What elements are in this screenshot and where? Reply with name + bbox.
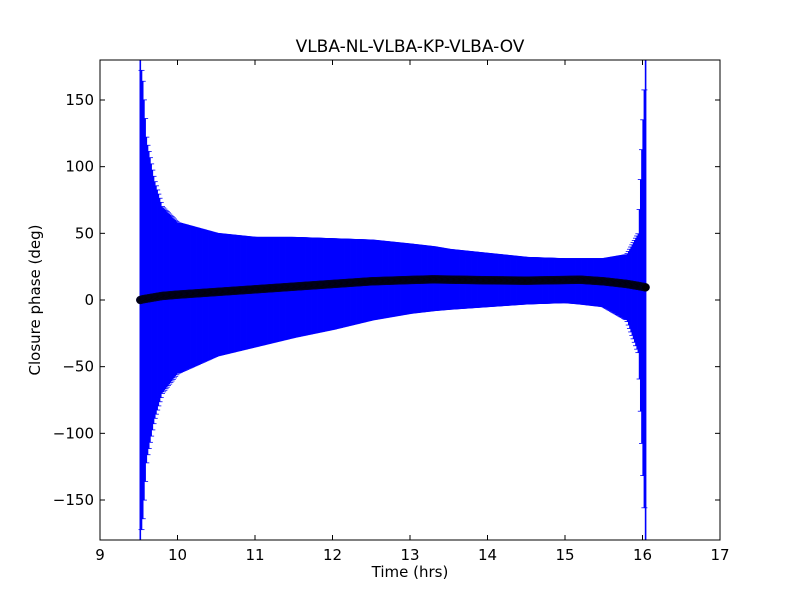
x-tick-label: 12 xyxy=(323,546,342,564)
data-points xyxy=(136,275,650,305)
y-tick-label: −50 xyxy=(62,358,94,376)
y-tick-label: 100 xyxy=(65,158,94,176)
x-axis-label: Time (hrs) xyxy=(371,563,449,581)
data-point xyxy=(641,283,650,292)
x-tick-label: 14 xyxy=(478,546,497,564)
y-axis-ticks: −150 −100 −50 0 50 100 150 xyxy=(53,91,720,509)
y-tick-label: −150 xyxy=(53,491,94,509)
x-tick-label: 9 xyxy=(95,546,105,564)
chart-title: VLBA-NL-VLBA-KP-VLBA-OV xyxy=(296,37,525,57)
y-tick-label: 50 xyxy=(75,224,94,242)
y-axis-label: Closure phase (deg) xyxy=(26,225,44,376)
x-tick-label: 11 xyxy=(245,546,264,564)
y-tick-label: −100 xyxy=(53,424,94,442)
x-axis-ticks: 9 10 11 12 13 14 15 16 17 xyxy=(95,60,730,564)
x-tick-label: 15 xyxy=(555,546,574,564)
x-tick-label: 13 xyxy=(400,546,419,564)
x-tick-label: 17 xyxy=(710,546,729,564)
x-tick-label: 16 xyxy=(633,546,652,564)
y-tick-label: 150 xyxy=(65,91,94,109)
x-tick-label: 10 xyxy=(168,546,187,564)
y-tick-label: 0 xyxy=(84,291,94,309)
